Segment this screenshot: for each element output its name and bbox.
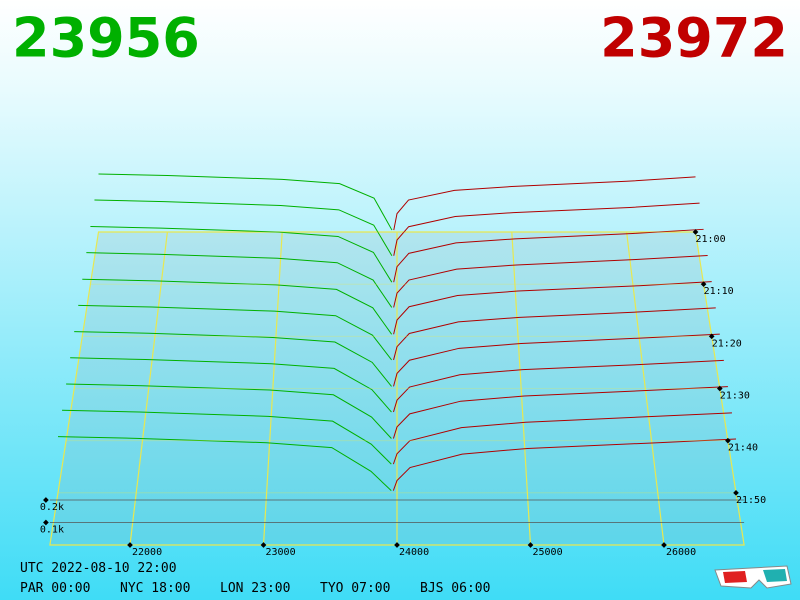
bid-depth-line: [90, 226, 393, 283]
ask-depth-line: [393, 333, 720, 387]
bid-depth-line: [62, 409, 392, 465]
bid-depth-line: [66, 383, 392, 439]
bid-depth-line: [98, 173, 393, 231]
clock: TYO 07:00: [320, 581, 390, 596]
z-tick-label: 21:50: [736, 495, 766, 506]
bid-depth-line: [86, 252, 393, 308]
bid-depth-line: [70, 357, 392, 413]
tick-mark: [527, 542, 534, 548]
ask-depth-line: [393, 281, 712, 335]
ask-depth-line: [393, 202, 700, 256]
z-tick-label: 21:00: [696, 234, 726, 245]
ask-depth-line: [393, 176, 696, 231]
best-bid: 23956: [12, 7, 200, 70]
tick-mark: [260, 542, 267, 548]
clock: PAR 00:00: [20, 581, 90, 596]
tick-mark: [708, 333, 715, 340]
tick-mark: [661, 542, 667, 548]
tick-mark: [43, 519, 49, 526]
plot: 22000 23000 24000 25000 26000 0.1k 0.2k 21:00 21…: [40, 173, 766, 558]
tick-mark: [725, 437, 731, 444]
z-tick-label: 21:10: [704, 286, 734, 297]
clock: NYC 18:00: [120, 581, 190, 596]
y-tick-label: 0.2k: [40, 502, 64, 513]
tick-mark: [700, 281, 707, 287]
tick-mark: [127, 542, 133, 548]
ask-depth-line: [393, 359, 724, 413]
z-tick-label: 21:40: [728, 443, 758, 454]
x-tick-label: 22000: [132, 547, 162, 558]
ask-depth-line: [393, 307, 716, 361]
x-tick-label: 26000: [666, 547, 696, 558]
bid-depth-line: [82, 278, 393, 335]
ask-depth-line: [393, 228, 704, 283]
utc-time: UTC 2022-08-10 22:00: [20, 561, 177, 576]
ask-depth-line: [392, 386, 728, 439]
x-tick-label: 25000: [533, 547, 563, 558]
bid-depth-line: [78, 304, 393, 361]
ask-depth-line: [392, 412, 732, 465]
tick-mark: [733, 490, 739, 496]
ask-depth-line: [392, 438, 737, 491]
tick-mark: [716, 385, 723, 392]
y-tick-label: 0.1k: [40, 525, 64, 536]
best-ask: 23972: [600, 7, 788, 70]
tick-mark: [692, 229, 699, 235]
x-tick-label: 24000: [399, 547, 429, 558]
tick-mark: [394, 542, 400, 548]
grid-line: [129, 231, 168, 546]
ask-depth-line: [393, 254, 708, 308]
grid-line: [262, 231, 283, 546]
clock: LON 23:00: [220, 581, 290, 596]
z-tick-label: 21:30: [720, 391, 750, 402]
grid-line: [511, 231, 532, 546]
grid-line: [626, 231, 665, 546]
bid-depth-line: [57, 436, 392, 491]
bid-depth-line: [74, 331, 392, 387]
clock: BJS 06:00: [420, 581, 490, 596]
x-tick-label: 23000: [266, 547, 296, 558]
z-tick-label: 21:20: [712, 338, 742, 349]
clocks: PAR 00:00 NYC 18:00 LON 23:00 TYO 07:00 BJS …: [20, 581, 490, 596]
3d-glasses-icon: [714, 565, 792, 589]
bid-depth-line: [94, 199, 393, 256]
